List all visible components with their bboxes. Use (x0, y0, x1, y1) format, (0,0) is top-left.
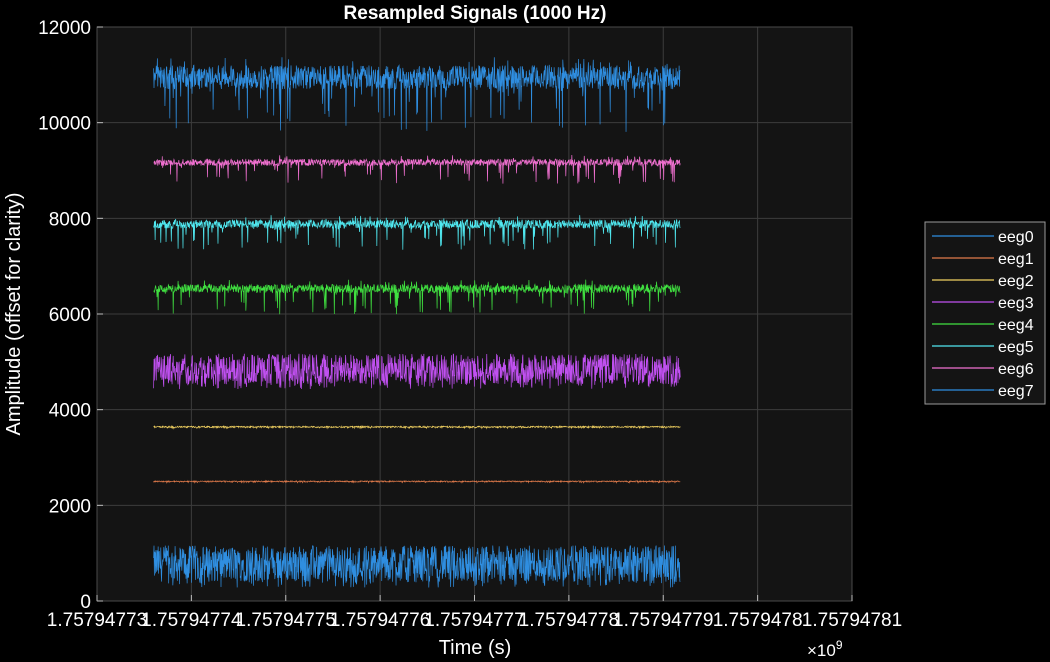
series-line-eeg7 (153, 57, 681, 132)
x-tick-label: 1.75794776 (330, 610, 430, 631)
y-tick-label: 2000 (49, 496, 91, 517)
y-tick-label: 4000 (49, 401, 91, 422)
x-tick-label: 1.75794775 (236, 610, 336, 631)
x-tick-label: 1.7579478 (713, 610, 803, 631)
x-axis-label: Time (s) (439, 637, 512, 659)
series-line-eeg1 (153, 479, 681, 484)
chart-title: Resampled Signals (1000 Hz) (344, 3, 607, 24)
legend-label-eeg0: eeg0 (998, 229, 1034, 246)
series-layer (153, 57, 681, 588)
series-line-eeg3 (153, 353, 681, 390)
legend-box (924, 221, 1046, 405)
x-tick-label: 1.75794778 (519, 610, 619, 631)
y-tick-label: 8000 (49, 209, 91, 230)
legend: eeg0 eeg1 eeg2 eeg3 eeg4 eeg5 eeg6 eeg7 (924, 221, 1046, 405)
x-axis: 1.757947731.757947741.757947751.75794776… (47, 595, 902, 631)
legend-label-eeg3: eeg3 (998, 295, 1034, 312)
y-axis: 0 2000 4000 6000 8000 10000 12000 (38, 18, 103, 613)
legend-label-eeg2: eeg2 (998, 273, 1034, 290)
x-tick-label: 1.75794779 (613, 610, 713, 631)
legend-label-eeg5: eeg5 (998, 339, 1034, 356)
series-line-eeg5 (153, 215, 681, 250)
x-tick-label: 1.75794777 (424, 610, 524, 631)
x-tick-label: 1.75794774 (141, 610, 242, 631)
legend-label-eeg4: eeg4 (998, 317, 1034, 334)
legend-label-eeg1: eeg1 (998, 251, 1034, 268)
legend-label-eeg7: eeg7 (998, 383, 1034, 400)
y-tick-label: 12000 (38, 18, 91, 39)
series-line-eeg0 (153, 545, 681, 588)
series-line-eeg6 (153, 155, 681, 184)
y-tick-label: 10000 (38, 114, 91, 135)
series-line-eeg2 (153, 424, 681, 430)
y-tick-label: 0 (80, 592, 91, 613)
series-line-eeg4 (153, 279, 681, 315)
legend-label-eeg6: eeg6 (998, 361, 1034, 378)
y-tick-label: 6000 (49, 305, 91, 326)
y-axis-label: Amplitude (offset for clarity) (3, 192, 25, 435)
x-tick-label: 1.75794781 (802, 610, 902, 631)
x-tick-label: 1.75794773 (47, 610, 147, 631)
x-exponent-label: ×109 (807, 638, 843, 660)
